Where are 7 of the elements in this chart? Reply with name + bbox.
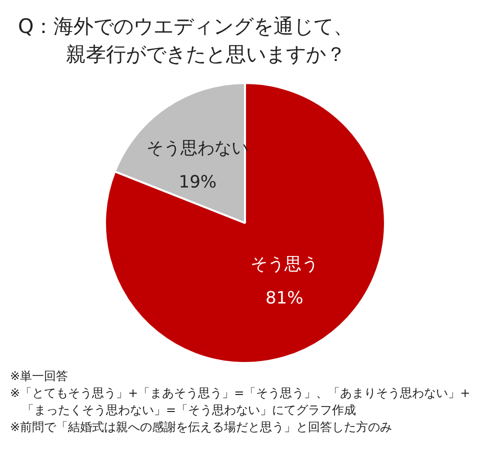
text: ※前問で「結婚式は親への感謝を伝える場だと思う」と回答した方のみ (10, 419, 394, 436)
chart-title: Q：海外でのウエディングを通じて、親孝行ができたと思いますか？ (18, 13, 355, 68)
data-label: 19% (178, 172, 217, 193)
text: ※単一回答 (10, 368, 70, 385)
data-label: 81% (265, 288, 304, 308)
slice-label: そう思う (250, 254, 318, 274)
text: ※「とてもそう思う」+「まあそう思う」=「そう思う」、「あまりそう思わない」+「まったくそう思わない」=「そう思わない」にてグラフ作成 (10, 385, 472, 419)
